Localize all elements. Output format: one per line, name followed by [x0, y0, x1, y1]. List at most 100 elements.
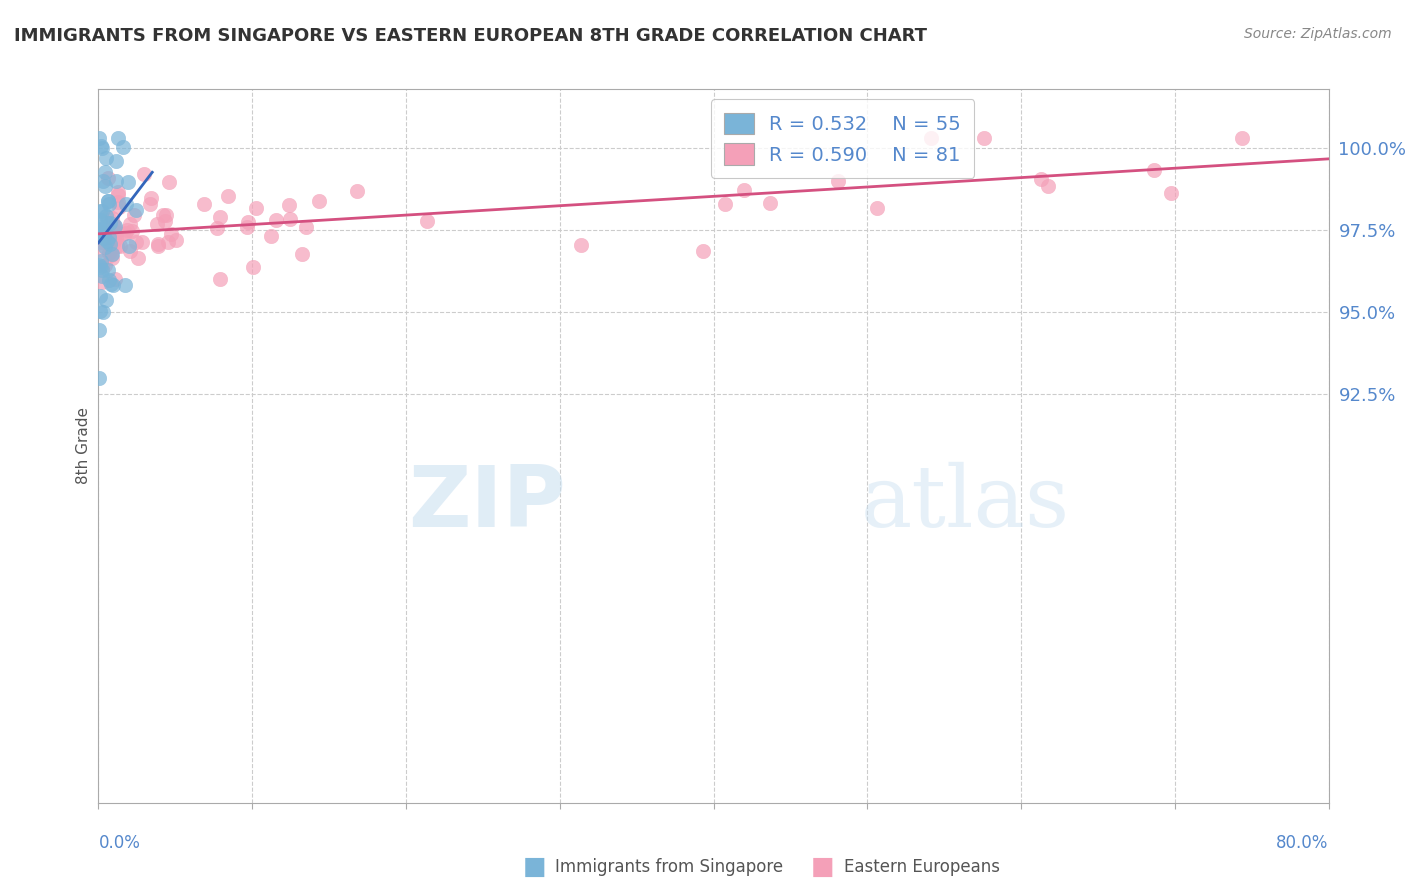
Point [114, 277, 136, 292]
Point [98, 230, 121, 244]
Point [103, 271, 125, 285]
Point [295, 220, 318, 235]
Point [115, 197, 138, 211]
Point [107, 131, 129, 145]
Point [93, 228, 115, 243]
Point [90, 223, 112, 237]
Point [827, 173, 849, 187]
Point [89, 258, 111, 272]
Point [139, 191, 162, 205]
Point [101, 247, 124, 261]
Point [101, 236, 124, 251]
Point [98, 237, 121, 252]
Point [89, 223, 111, 237]
Text: 0.0%: 0.0% [98, 834, 141, 852]
Point [118, 239, 141, 253]
Point [96, 210, 118, 224]
Point [90, 226, 112, 240]
Point [89, 289, 111, 303]
Point [90, 141, 112, 155]
Point [89, 244, 111, 258]
Point [87, 221, 110, 235]
Point [209, 272, 232, 286]
Point [89, 371, 111, 385]
Point [104, 219, 127, 234]
Point [692, 244, 714, 258]
Point [97, 263, 120, 277]
Point [146, 237, 169, 252]
Text: ZIP: ZIP [408, 461, 565, 545]
Y-axis label: 8th Grade: 8th Grade [76, 408, 91, 484]
Point [236, 215, 259, 229]
Point [758, 196, 780, 211]
Point [96, 234, 118, 248]
Point [104, 174, 127, 188]
Point [121, 224, 143, 238]
Point [96, 216, 118, 230]
Point [245, 201, 267, 215]
Point [134, 168, 156, 182]
Point [100, 247, 122, 261]
Point [152, 208, 174, 222]
Point [114, 226, 136, 240]
Point [97, 194, 120, 209]
Point [101, 278, 124, 293]
Point [101, 229, 124, 244]
Point [346, 184, 368, 198]
Point [104, 227, 127, 241]
Point [153, 214, 176, 228]
Text: 80.0%: 80.0% [1277, 834, 1329, 852]
Point [94, 293, 117, 307]
Point [107, 185, 129, 199]
Text: ■: ■ [811, 855, 834, 879]
Point [217, 189, 239, 203]
Point [91, 174, 114, 188]
Point [104, 225, 127, 239]
Point [865, 201, 887, 215]
Point [278, 211, 301, 226]
Point [101, 251, 124, 265]
Point [920, 131, 942, 145]
Point [120, 217, 142, 231]
Point [96, 209, 118, 223]
Point [97, 194, 120, 208]
Point [118, 244, 141, 258]
Point [90, 235, 112, 249]
Point [107, 194, 129, 209]
Point [1160, 186, 1182, 201]
Point [97, 197, 120, 211]
Point [101, 211, 124, 225]
Point [89, 260, 111, 274]
Text: Eastern Europeans: Eastern Europeans [844, 858, 1000, 876]
Legend: R = 0.532    N = 55, R = 0.590    N = 81: R = 0.532 N = 55, R = 0.590 N = 81 [711, 99, 974, 178]
Point [89, 323, 111, 337]
Point [103, 218, 125, 232]
Point [105, 231, 128, 245]
Point [155, 208, 177, 222]
Point [115, 223, 138, 237]
Point [108, 200, 131, 214]
Point [236, 220, 259, 235]
Point [124, 235, 146, 249]
Point [90, 223, 112, 237]
Point [291, 247, 314, 261]
Point [110, 239, 132, 253]
Point [87, 131, 110, 145]
Point [94, 151, 117, 165]
Point [98, 216, 121, 230]
Point [714, 197, 737, 211]
Text: Immigrants from Singapore: Immigrants from Singapore [555, 858, 783, 876]
Point [89, 304, 111, 318]
Text: ■: ■ [523, 855, 546, 879]
Point [90, 225, 112, 239]
Point [94, 178, 117, 193]
Point [107, 187, 129, 202]
Point [569, 238, 592, 252]
Point [125, 203, 148, 218]
Point [94, 164, 117, 178]
Point [277, 198, 299, 212]
Point [90, 254, 112, 268]
Point [1232, 131, 1254, 145]
Point [308, 194, 330, 208]
Point [94, 258, 117, 272]
